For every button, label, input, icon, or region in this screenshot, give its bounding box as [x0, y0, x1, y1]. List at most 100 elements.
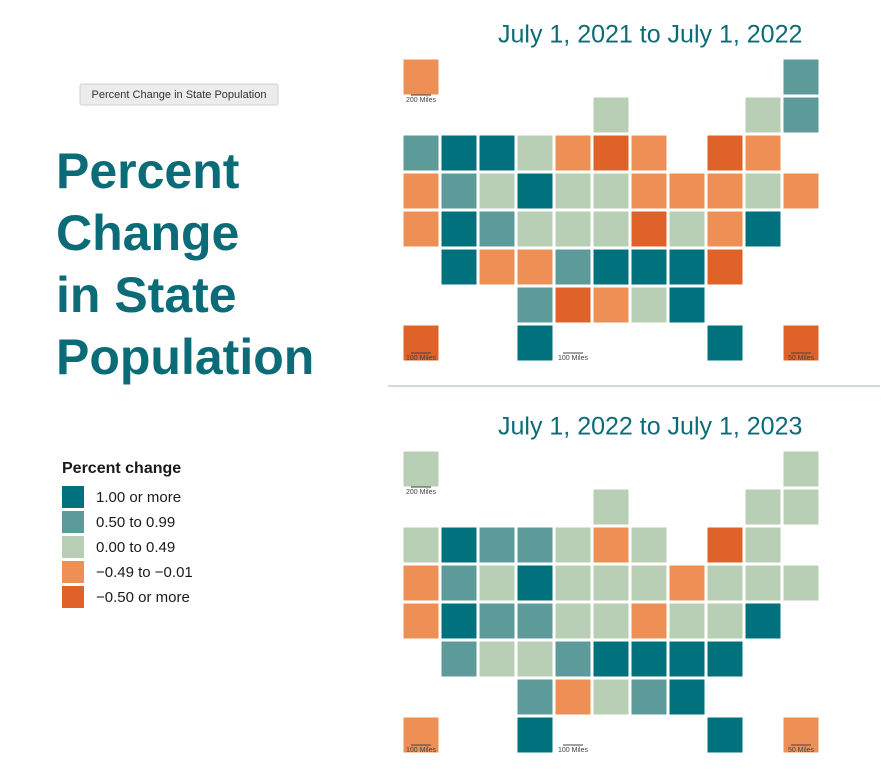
- state: [630, 640, 668, 678]
- state: [516, 172, 554, 210]
- state: [440, 640, 478, 678]
- scale-label: 200 Miles: [406, 97, 436, 104]
- legend-swatch: [62, 561, 84, 583]
- state: [782, 324, 820, 362]
- state: [516, 324, 554, 362]
- state: [630, 134, 668, 172]
- scale-label: 50 Miles: [788, 747, 815, 754]
- state: [782, 564, 820, 602]
- state: [516, 602, 554, 640]
- legend-label: 0.50 to 0.99: [96, 514, 175, 531]
- state: [592, 286, 630, 324]
- state: [592, 96, 630, 134]
- legend-label: −0.49 to −0.01: [96, 564, 193, 581]
- page-title: in State: [56, 267, 237, 323]
- state: [440, 172, 478, 210]
- scale-label: 200 Miles: [406, 489, 436, 496]
- state: [516, 248, 554, 286]
- state: [478, 134, 516, 172]
- legend-label: −0.50 or more: [96, 589, 190, 606]
- state: [630, 678, 668, 716]
- state: [668, 172, 706, 210]
- state: [668, 564, 706, 602]
- state: [554, 526, 592, 564]
- state: [706, 172, 744, 210]
- state: [402, 172, 440, 210]
- state: [630, 248, 668, 286]
- state: [706, 526, 744, 564]
- state: [782, 58, 820, 96]
- state: [478, 640, 516, 678]
- state: [630, 564, 668, 602]
- state: [706, 324, 744, 362]
- state: [668, 602, 706, 640]
- tooltip-box: [79, 83, 279, 106]
- state: [782, 96, 820, 134]
- scale-label: 100 Miles: [558, 747, 588, 754]
- state: [668, 286, 706, 324]
- state: [478, 210, 516, 248]
- legend-swatch: [62, 586, 84, 608]
- state: [630, 526, 668, 564]
- state: [744, 488, 782, 526]
- state: [592, 210, 630, 248]
- state: [744, 210, 782, 248]
- state: [592, 526, 630, 564]
- state: [744, 172, 782, 210]
- page-title: Population: [56, 329, 314, 385]
- legend-label: 0.00 to 0.49: [96, 539, 175, 556]
- state: [592, 564, 630, 602]
- state: [782, 716, 820, 754]
- state: [440, 210, 478, 248]
- state: [554, 286, 592, 324]
- state: [440, 602, 478, 640]
- state: [402, 58, 440, 96]
- state: [516, 716, 554, 754]
- state: [706, 602, 744, 640]
- state: [706, 716, 744, 754]
- state: [668, 640, 706, 678]
- state: [592, 640, 630, 678]
- state: [516, 134, 554, 172]
- state: [782, 172, 820, 210]
- legend-label: 1.00 or more: [96, 489, 181, 506]
- state: [592, 134, 630, 172]
- state: [440, 248, 478, 286]
- state: [744, 96, 782, 134]
- state: [402, 210, 440, 248]
- state: [402, 716, 440, 754]
- state: [440, 564, 478, 602]
- scale-label: 100 Miles: [406, 747, 436, 754]
- scale-label: 50 Miles: [788, 355, 815, 362]
- state: [440, 526, 478, 564]
- state: [402, 134, 440, 172]
- state: [668, 678, 706, 716]
- state: [516, 640, 554, 678]
- state: [554, 134, 592, 172]
- state: [516, 678, 554, 716]
- state: [706, 134, 744, 172]
- state: [402, 526, 440, 564]
- state: [516, 210, 554, 248]
- state: [402, 564, 440, 602]
- state: [478, 172, 516, 210]
- legend-title: Percent change: [62, 460, 181, 477]
- state: [554, 210, 592, 248]
- state: [592, 248, 630, 286]
- state: [782, 488, 820, 526]
- legend-swatch: [62, 486, 84, 508]
- state: [402, 324, 440, 362]
- state: [402, 602, 440, 640]
- state: [554, 248, 592, 286]
- map-title: July 1, 2021 to July 1, 2022: [498, 21, 802, 49]
- state: [478, 602, 516, 640]
- state: [592, 602, 630, 640]
- state: [554, 678, 592, 716]
- state: [478, 248, 516, 286]
- state: [592, 172, 630, 210]
- state: [706, 564, 744, 602]
- page-title: Change: [56, 205, 239, 261]
- state: [630, 602, 668, 640]
